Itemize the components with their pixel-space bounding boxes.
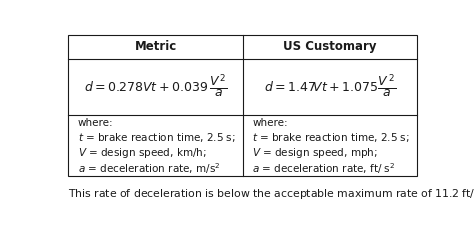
- Text: Metric: Metric: [135, 40, 177, 54]
- Text: $t$ = brake reaction time, 2.5 s;: $t$ = brake reaction time, 2.5 s;: [78, 131, 236, 144]
- Text: $d = 0.278Vt + 0.039\,\dfrac{V^{\,2}}{a}$: $d = 0.278Vt + 0.039\,\dfrac{V^{\,2}}{a}…: [84, 73, 228, 100]
- Text: $d = 1.47Vt + 1.075\dfrac{V^{\,2}}{a}$: $d = 1.47Vt + 1.075\dfrac{V^{\,2}}{a}$: [264, 73, 396, 100]
- Text: $V$ = design speed, km/h;: $V$ = design speed, km/h;: [78, 146, 206, 160]
- Text: where:: where:: [78, 118, 113, 128]
- Text: $a$ = deceleration rate, ft/ s$^{2}$: $a$ = deceleration rate, ft/ s$^{2}$: [252, 161, 395, 176]
- Text: $V$ = design speed, mph;: $V$ = design speed, mph;: [252, 146, 378, 160]
- Text: $a$ = deceleration rate, m/s$^{2}$: $a$ = deceleration rate, m/s$^{2}$: [78, 161, 220, 176]
- Text: US Customary: US Customary: [283, 40, 377, 54]
- Text: This rate of deceleration is below the acceptable maximum rate of 11.2 ft/s$^{2}: This rate of deceleration is below the a…: [68, 185, 474, 203]
- Text: where:: where:: [252, 118, 288, 128]
- Text: $t$ = brake reaction time, 2.5 s;: $t$ = brake reaction time, 2.5 s;: [252, 131, 410, 144]
- Bar: [68, 35, 418, 176]
